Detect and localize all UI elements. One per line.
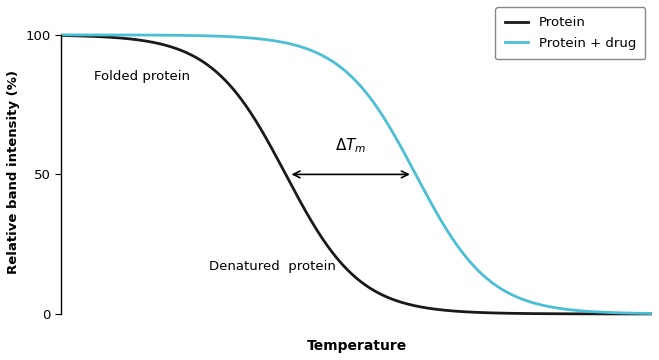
Protein bbox=[463, 310, 471, 314]
X-axis label: Temperature: Temperature bbox=[306, 339, 407, 353]
Protein bbox=[296, 199, 304, 203]
Protein + drug bbox=[318, 53, 326, 57]
Protein bbox=[529, 311, 536, 316]
Protein + drug bbox=[463, 256, 471, 260]
Protein bbox=[648, 312, 656, 316]
Protein + drug bbox=[529, 301, 536, 305]
Protein + drug bbox=[648, 311, 656, 316]
Protein + drug bbox=[57, 33, 65, 37]
Legend: Protein, Protein + drug: Protein, Protein + drug bbox=[496, 7, 645, 59]
Protein + drug bbox=[518, 297, 526, 301]
Protein bbox=[117, 36, 125, 40]
Protein bbox=[318, 235, 326, 239]
Line: Protein + drug: Protein + drug bbox=[61, 35, 652, 314]
Protein + drug bbox=[296, 44, 304, 49]
Protein + drug bbox=[117, 33, 125, 37]
Y-axis label: Relative band intensity (%): Relative band intensity (%) bbox=[7, 69, 20, 274]
Text: $\Delta T_m$: $\Delta T_m$ bbox=[335, 136, 366, 155]
Text: Folded protein: Folded protein bbox=[94, 70, 190, 83]
Protein bbox=[518, 311, 526, 316]
Text: Denatured  protein: Denatured protein bbox=[209, 260, 336, 273]
Protein bbox=[57, 33, 65, 38]
Line: Protein: Protein bbox=[61, 36, 652, 314]
